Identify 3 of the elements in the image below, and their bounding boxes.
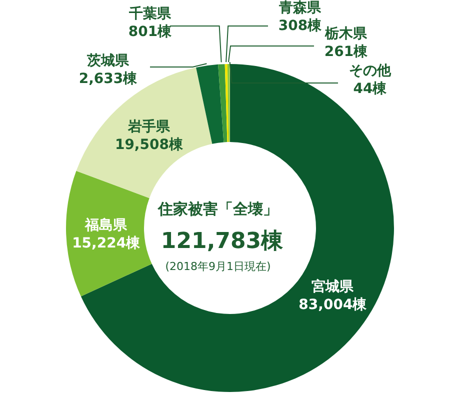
title: 住家被害「全壊」 bbox=[158, 200, 278, 218]
annotation: (2018年9月1日現在) bbox=[165, 260, 271, 273]
annotation: 121,783棟 bbox=[160, 229, 284, 254]
